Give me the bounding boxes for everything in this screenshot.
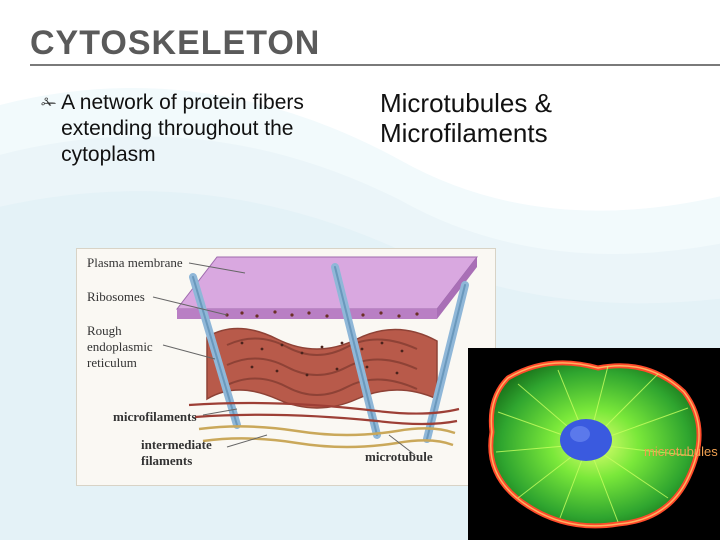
left-column: ✁ A network of protein fibers extending … <box>40 90 350 168</box>
bullet-text: A network of protein fibers extending th… <box>61 90 350 168</box>
d1-label-intermediate: intermediate filaments <box>141 437 212 469</box>
d1-label-rough-er: Rough endoplasmic reticulum <box>87 323 153 371</box>
fluorescent-cell-image: microtubules <box>468 348 720 540</box>
bullet-item: ✁ A network of protein fibers extending … <box>40 90 350 168</box>
bullet-glyph-icon: ✁ <box>40 90 55 168</box>
d1-label-plasma-membrane: Plasma membrane <box>87 255 183 271</box>
slide-title: CYTOSKELETON <box>30 24 320 63</box>
right-text-line2: Microfilaments <box>380 118 700 148</box>
slide: CYTOSKELETON ✁ A network of protein fibe… <box>0 0 720 540</box>
d1-label-microfilaments: microfilaments <box>113 409 197 425</box>
right-text-line1: Microtubules & <box>380 88 700 118</box>
cytoskeleton-diagram: Plasma membrane Ribosomes Rough endoplas… <box>76 248 496 486</box>
title-underline <box>30 64 720 66</box>
right-column: Microtubules & Microfilaments <box>380 88 700 148</box>
d1-label-microtubules: microtubule <box>365 449 433 465</box>
d1-label-ribosomes: Ribosomes <box>87 289 145 305</box>
d2-label-microtubules: microtubules <box>644 444 718 459</box>
